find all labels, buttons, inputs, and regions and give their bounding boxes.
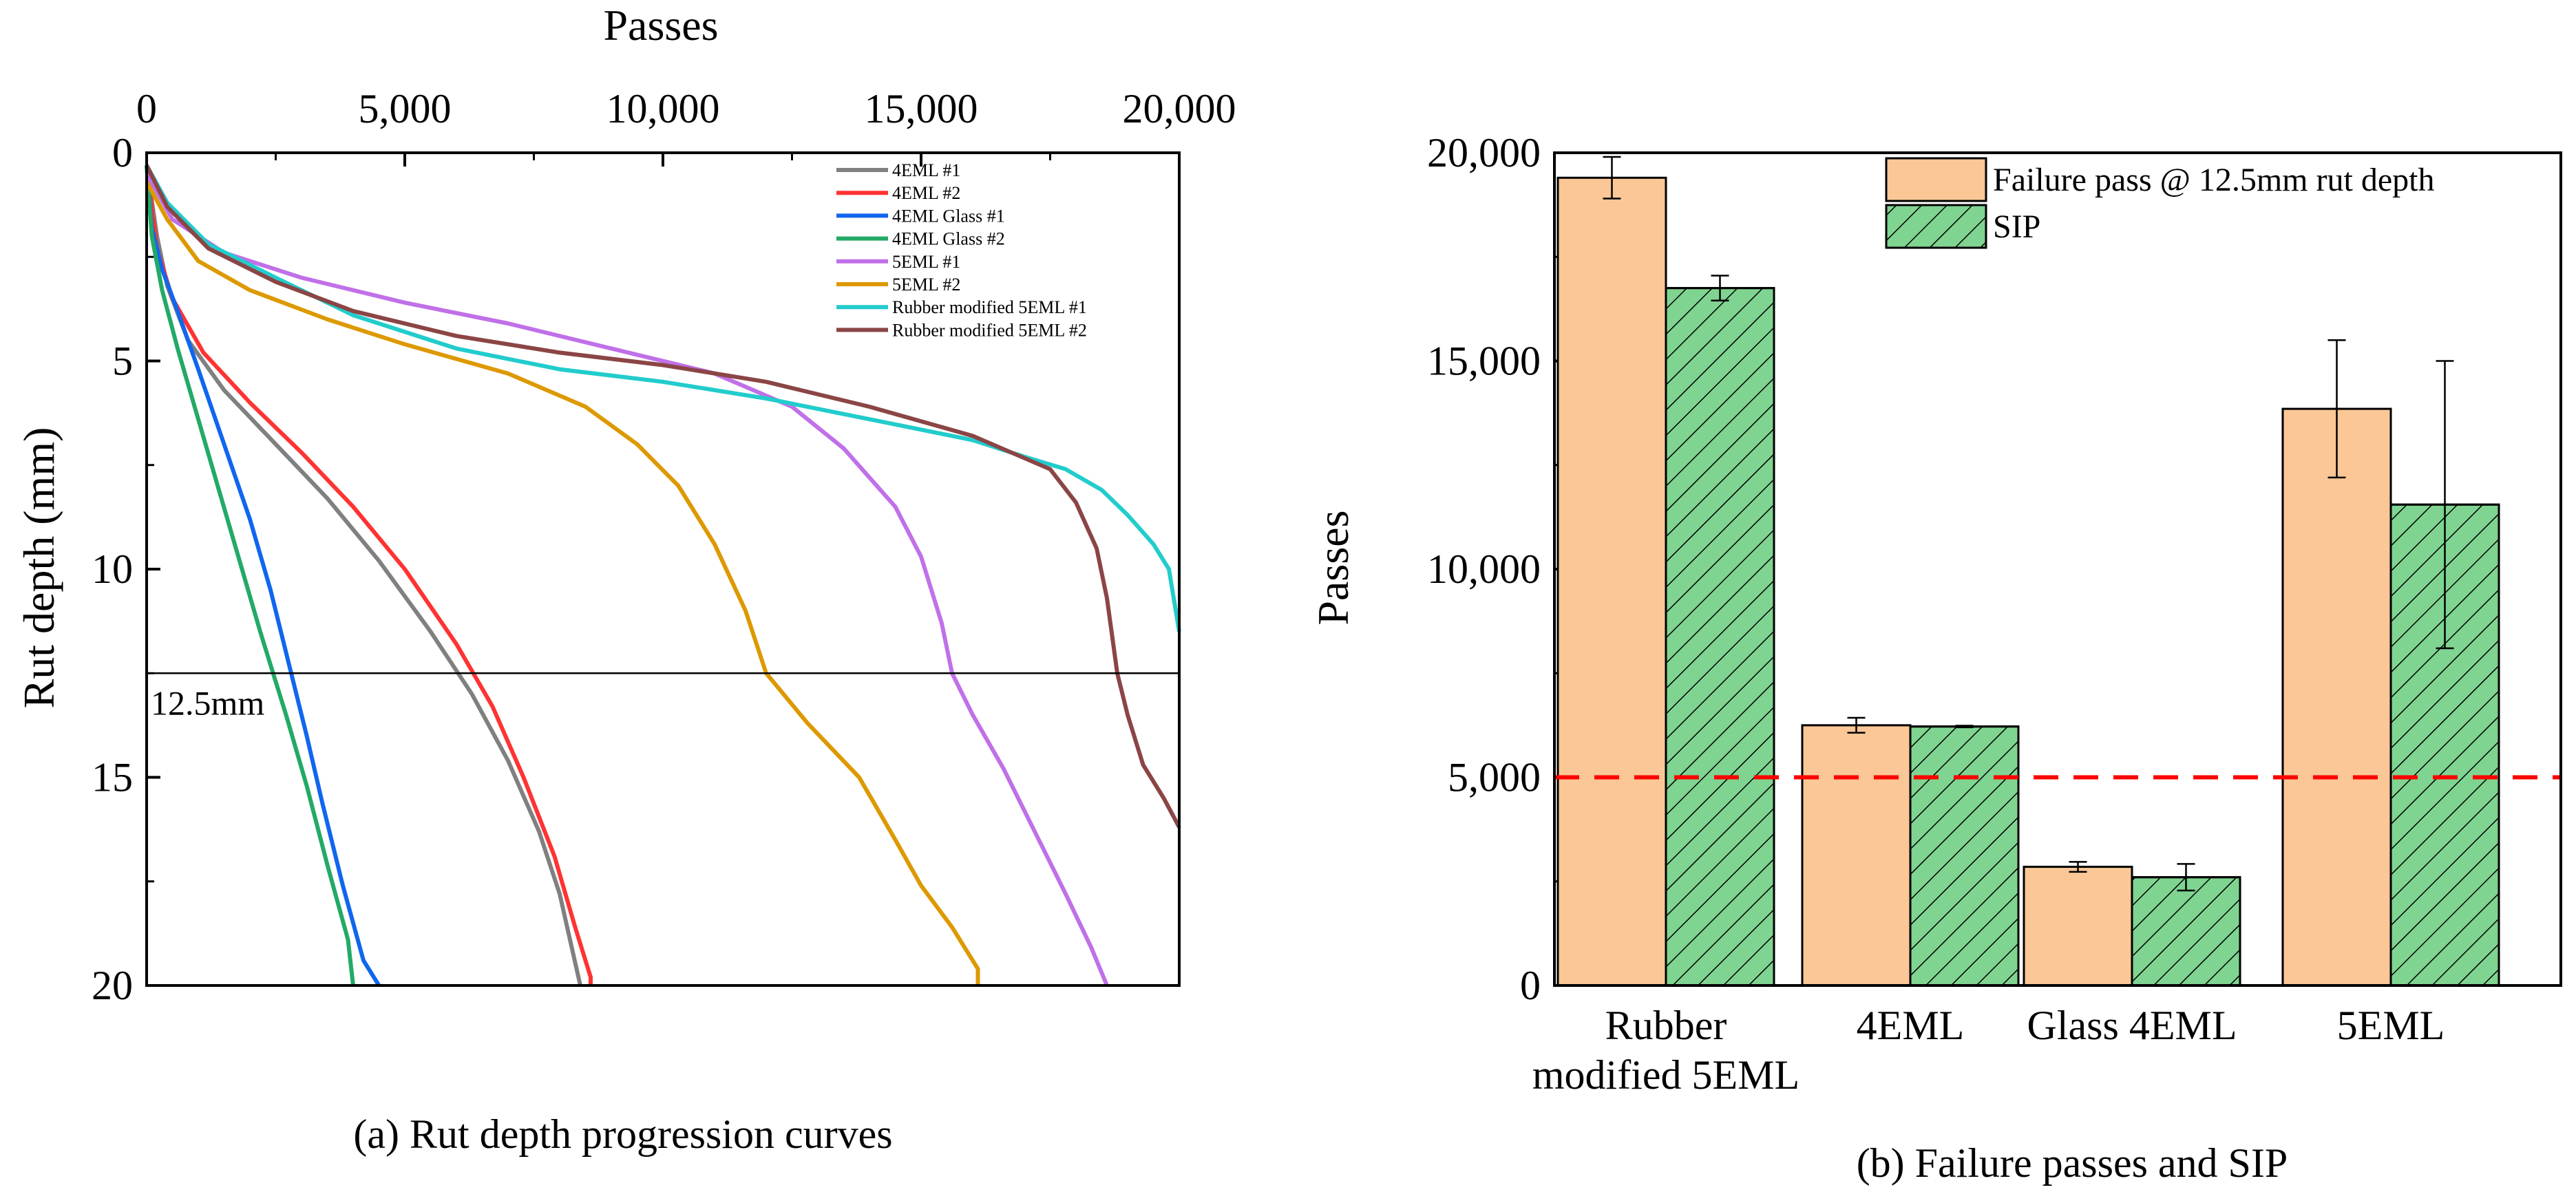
- rut-depth-chart: Passes Rut depth (mm) (a) Rut depth prog…: [14, 1, 1236, 1157]
- x-tick-label-a: 15,000: [865, 86, 978, 131]
- y-tick-label-b: 20,000: [1427, 130, 1541, 175]
- series-line-3: [145, 164, 381, 987]
- y-tick-label-b: 5,000: [1448, 755, 1541, 800]
- legend-swatch-b: [1885, 157, 1987, 202]
- y-tick-label-a: 10: [92, 546, 133, 592]
- legend-entry-b: Failure pass @ 12.5mm rut depth: [1993, 162, 2434, 198]
- legend-entry-a: 4EML #1: [892, 160, 960, 180]
- series-line-6: [145, 180, 980, 985]
- legend-entry-a: Rubber modified 5EML #1: [892, 297, 1087, 317]
- plot-frame-b: [1553, 151, 2562, 987]
- threshold-label: 12.5mm: [151, 683, 264, 722]
- chart-a-xlabel: Passes: [603, 1, 718, 50]
- legend-swatch-hatch: [1885, 204, 1987, 249]
- series-line-1: [145, 164, 582, 986]
- category-label-4: 5EML: [2337, 1003, 2445, 1048]
- category-label-1: Rubber modified 5EML: [1532, 1003, 1799, 1098]
- x-tick-label-a: 5,000: [359, 86, 452, 131]
- category-label-3: Glass 4EML: [2027, 1003, 2237, 1048]
- y-tick-label-a: 0: [112, 130, 133, 175]
- legend-entry-a: 5EML #1: [892, 252, 960, 272]
- bar-hatch: [1665, 287, 1775, 987]
- chart-a-ylabel: Rut depth (mm): [14, 427, 63, 709]
- series-line-5: [145, 172, 1109, 987]
- legend-entry-a: 4EML #2: [892, 183, 960, 203]
- chart-a-caption: (a) Rut depth progression curves: [353, 1111, 892, 1157]
- bar-hatch: [1909, 725, 2020, 987]
- chart-b-caption: (b) Failure passes and SIP: [1857, 1140, 2288, 1186]
- y-tick-label-a: 5: [112, 339, 133, 384]
- plot-frame-a: [145, 151, 1181, 987]
- bar-hatch: [2131, 876, 2241, 987]
- y-tick-label-b: 0: [1520, 963, 1541, 1008]
- x-tick-label-a: 20,000: [1123, 86, 1236, 131]
- y-tick-label-a: 15: [92, 755, 133, 800]
- bar-s1-c2: [1801, 724, 1912, 987]
- legend-entry-a: 5EML #2: [892, 275, 960, 295]
- bar-s1-c4: [2281, 407, 2392, 987]
- legend-entry-b: SIP: [1993, 209, 2040, 245]
- category-label-2: 4EML: [1857, 1003, 1965, 1048]
- x-tick-label-a: 0: [136, 86, 157, 131]
- legend-entry-a: 4EML Glass #1: [892, 206, 1005, 226]
- legend-entry-a: 4EML Glass #2: [892, 229, 1005, 249]
- series-line-4: [145, 164, 355, 986]
- x-tick-label-a: 10,000: [606, 86, 720, 131]
- bar-s1-c3: [2023, 866, 2133, 987]
- series-line-8: [145, 164, 1181, 829]
- chart-b-ylabel: Passes: [1309, 510, 1358, 625]
- failure-passes-chart: Passes (b) Failure passes and SIP 0 5,000…: [1309, 130, 2562, 1186]
- series-line-7: [145, 164, 1181, 632]
- bar-s1-c1: [1556, 176, 1667, 987]
- y-tick-label-b: 15,000: [1427, 339, 1541, 384]
- legend-entry-a: Rubber modified 5EML #2: [892, 320, 1087, 340]
- y-tick-label-b: 10,000: [1427, 546, 1541, 592]
- series-line-2: [145, 164, 593, 985]
- y-tick-label-a: 20: [92, 963, 133, 1008]
